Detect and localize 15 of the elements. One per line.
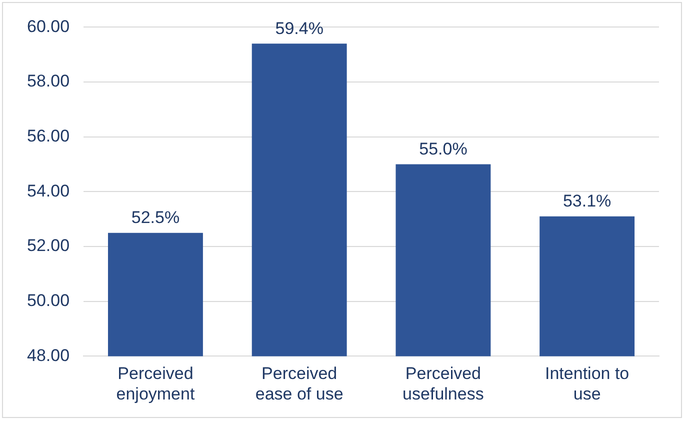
y-tick-label: 54.00 xyxy=(26,181,70,200)
x-tick-label: Perceived usefulness xyxy=(402,364,484,404)
y-tick-label: 58.00 xyxy=(26,72,70,91)
y-tick-label: 48.00 xyxy=(26,346,70,365)
data-label: 59.4% xyxy=(275,18,324,38)
data-label: 53.1% xyxy=(562,192,612,211)
y-tick-label: 50.00 xyxy=(26,291,70,310)
data-label: 55.0% xyxy=(419,139,468,158)
x-tick-label: Perceived ease of use xyxy=(255,364,344,404)
y-tick-label: 60.00 xyxy=(26,16,70,36)
y-tick-label: 56.00 xyxy=(26,126,70,146)
x-tick-label: Intention to use xyxy=(545,364,630,404)
data-label: 52.5% xyxy=(131,208,180,228)
y-tick-label: 52.00 xyxy=(26,236,70,256)
x-tick-label: Perceived enjoyment xyxy=(116,364,195,404)
